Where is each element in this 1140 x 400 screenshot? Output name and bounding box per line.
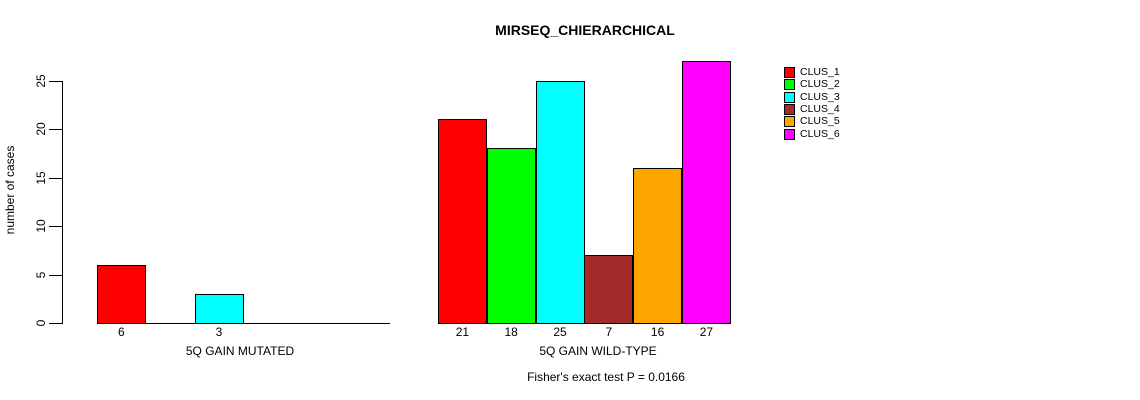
bar-value-label: 18 — [504, 324, 518, 339]
bar-clus_4 — [584, 255, 633, 324]
bar-clus_1 — [438, 119, 487, 324]
y-tick-label: 20 — [34, 122, 48, 136]
bar-value-label: 3 — [215, 324, 223, 339]
bar-value-label: 21 — [455, 324, 470, 339]
bar-value-label: 25 — [553, 324, 567, 339]
y-tick-label: 0 — [34, 319, 48, 327]
bar-clus_6 — [682, 61, 731, 324]
legend-label: CLUS_5 — [800, 115, 840, 128]
y-axis-line — [62, 80, 63, 324]
legend-swatch-clus_5 — [784, 116, 795, 128]
legend-swatch-clus_4 — [784, 103, 795, 115]
y-tick — [49, 226, 62, 227]
x-axis-category-label: 5Q GAIN WILD-TYPE — [539, 344, 657, 358]
legend-label: CLUS_4 — [800, 102, 840, 115]
bar-clus_2 — [487, 148, 536, 324]
fisher-test-annotation: Fisher's exact test P = 0.0166 — [527, 370, 685, 384]
y-axis-label: number of cases — [3, 145, 17, 235]
legend-label: CLUS_3 — [800, 90, 840, 103]
bar-clus_5 — [633, 168, 682, 324]
bar-value-label: 16 — [650, 324, 665, 339]
y-tick — [49, 323, 62, 324]
bar-clus_3 — [536, 81, 585, 324]
legend-swatch-clus_2 — [784, 79, 795, 91]
bar-value-label: 7 — [605, 324, 613, 339]
legend-label: CLUS_1 — [800, 66, 840, 78]
y-tick — [49, 177, 62, 179]
legend-swatch-clus_6 — [784, 128, 795, 140]
y-tick — [49, 129, 62, 130]
bar-value-label: 6 — [118, 324, 125, 339]
legend-swatch-clus_3 — [784, 91, 795, 103]
y-tick-label: 10 — [34, 219, 48, 233]
legend-swatch-clus_1 — [784, 67, 795, 78]
chart-title: MIRSEQ_CHIERARCHICAL — [495, 22, 675, 38]
x-axis-category-label: 5Q GAIN MUTATED — [185, 344, 295, 358]
bar-value-label: 27 — [699, 324, 714, 339]
bar-clus_3 — [195, 294, 244, 324]
y-tick-label: 5 — [34, 271, 48, 278]
y-tick — [49, 80, 62, 82]
bar-clus_1 — [97, 265, 146, 324]
legend-label: CLUS_2 — [800, 78, 840, 91]
legend-label: CLUS_6 — [800, 127, 840, 140]
y-tick-label: 15 — [34, 170, 48, 185]
y-tick-label: 25 — [34, 73, 48, 88]
y-tick — [49, 274, 62, 276]
